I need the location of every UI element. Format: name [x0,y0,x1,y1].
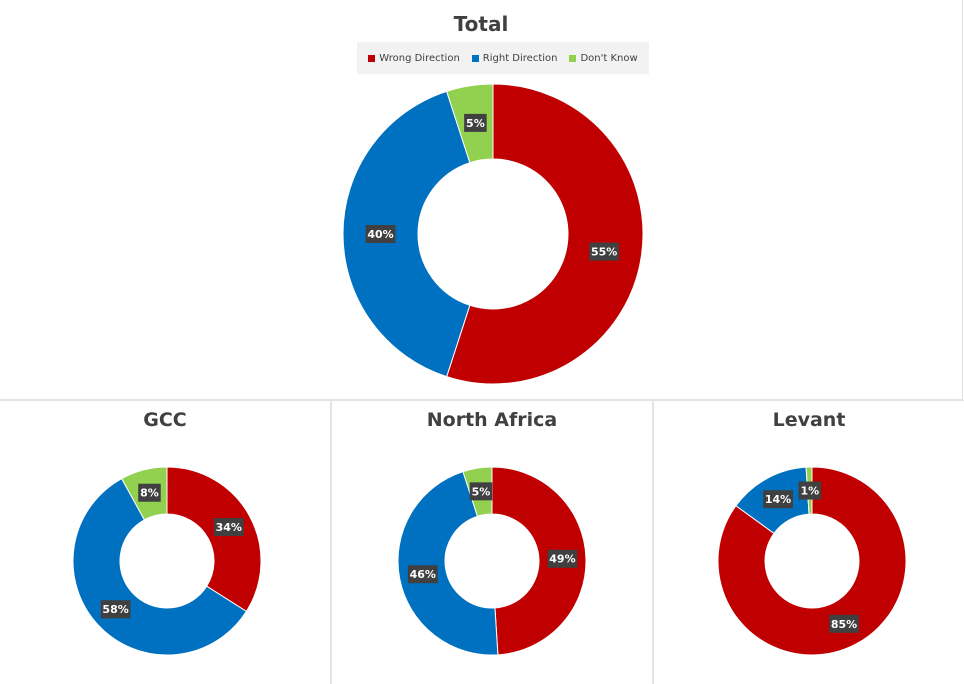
data-label-gcc-wrong-direction: 34% [213,518,244,537]
donut-chart-levant: 85% 14% 1% [717,466,907,656]
data-label-box-levant-dont-know [798,481,822,500]
chart-title-north-africa: North Africa [426,409,558,431]
legend-label-wrong-direction: Wrong Direction [379,52,460,64]
data-label-total-right-direction: 40% [365,225,396,243]
slice-total-right-direction [342,90,471,378]
data-label-box-north-africa-wrong-direction [547,549,578,568]
data-label-text-north-africa-right-direction: 46% [410,568,436,581]
chart-title-total: Total [453,12,509,36]
data-label-text-gcc-wrong-direction: 34% [216,521,242,534]
chart-panel-levant: Levant 85% 14% 1% [653,400,964,684]
data-label-box-north-africa-right-direction [407,565,438,584]
legend-item-wrong-direction: Wrong Direction [368,53,460,64]
legend-item-dont-know: Don't Know [569,52,638,64]
data-label-box-levant-right-direction [763,490,793,509]
data-label-box-gcc-wrong-direction [213,518,244,537]
legend-label-dont-know: Don't Know [580,52,638,64]
data-label-levant-dont-know: 1% [798,481,822,500]
legend-swatch-dont-know [569,54,577,62]
data-label-text-total-dont-know: 5% [466,117,485,130]
data-label-text-gcc-right-direction: 58% [102,603,128,616]
data-label-text-total-wrong-direction: 55% [591,246,617,259]
data-label-box-total-wrong-direction [589,242,620,261]
donut-chart-gcc: 34% 58% 8% [72,466,262,656]
data-label-total-dont-know: 5% [464,113,487,132]
data-label-box-total-dont-know [464,113,487,132]
data-label-text-levant-right-direction: 14% [765,493,791,506]
legend-swatch-right-direction [471,54,479,62]
chart-title-levant: Levant [772,409,846,431]
chart-legend: Wrong Direction Right Direction Don't Kn… [357,42,649,74]
chart-panel-gcc: GCC 34% 58% 8% [0,400,331,684]
chart-panel-total: Total Wrong Direction Right Direction Do… [0,0,963,400]
data-label-box-north-africa-dont-know [469,482,493,501]
data-label-text-total-right-direction: 40% [367,228,393,241]
data-label-text-north-africa-wrong-direction: 49% [549,553,575,566]
legend-item-right-direction: Right Direction [471,52,558,64]
data-label-text-north-africa-dont-know: 5% [472,485,491,498]
data-label-box-levant-wrong-direction [829,614,859,633]
data-label-total-wrong-direction: 55% [589,242,620,261]
slice-north-africa-wrong-direction [491,466,587,656]
slice-gcc-wrong-direction [166,466,262,613]
data-label-box-total-right-direction [365,225,396,243]
data-label-north-africa-dont-know: 5% [469,482,493,501]
slice-north-africa-right-direction [397,470,499,656]
data-label-north-africa-right-direction: 46% [407,565,438,584]
donut-chart-total: 55% 40% 5% [342,83,644,385]
data-label-box-gcc-right-direction [100,600,131,619]
chart-panel-north-africa: North Africa 49% 46% 5% [331,400,653,684]
data-label-text-levant-wrong-direction: 85% [831,618,857,631]
legend-swatch-wrong-direction [368,54,376,62]
data-label-box-gcc-dont-know [138,483,161,502]
data-label-gcc-dont-know: 8% [138,483,161,502]
chart-title-gcc: GCC [143,409,187,431]
slice-levant-wrong-direction [717,466,907,656]
data-label-text-gcc-dont-know: 8% [140,487,159,500]
data-label-north-africa-wrong-direction: 49% [547,549,578,568]
data-label-levant-wrong-direction: 85% [829,614,859,633]
slice-total-wrong-direction [446,83,644,385]
data-label-text-levant-dont-know: 1% [800,484,819,497]
donut-chart-north-africa: 49% 46% 5% [397,466,587,656]
data-label-levant-right-direction: 14% [763,490,793,509]
data-label-gcc-right-direction: 58% [100,600,131,619]
legend-label-right-direction: Right Direction [482,52,558,64]
